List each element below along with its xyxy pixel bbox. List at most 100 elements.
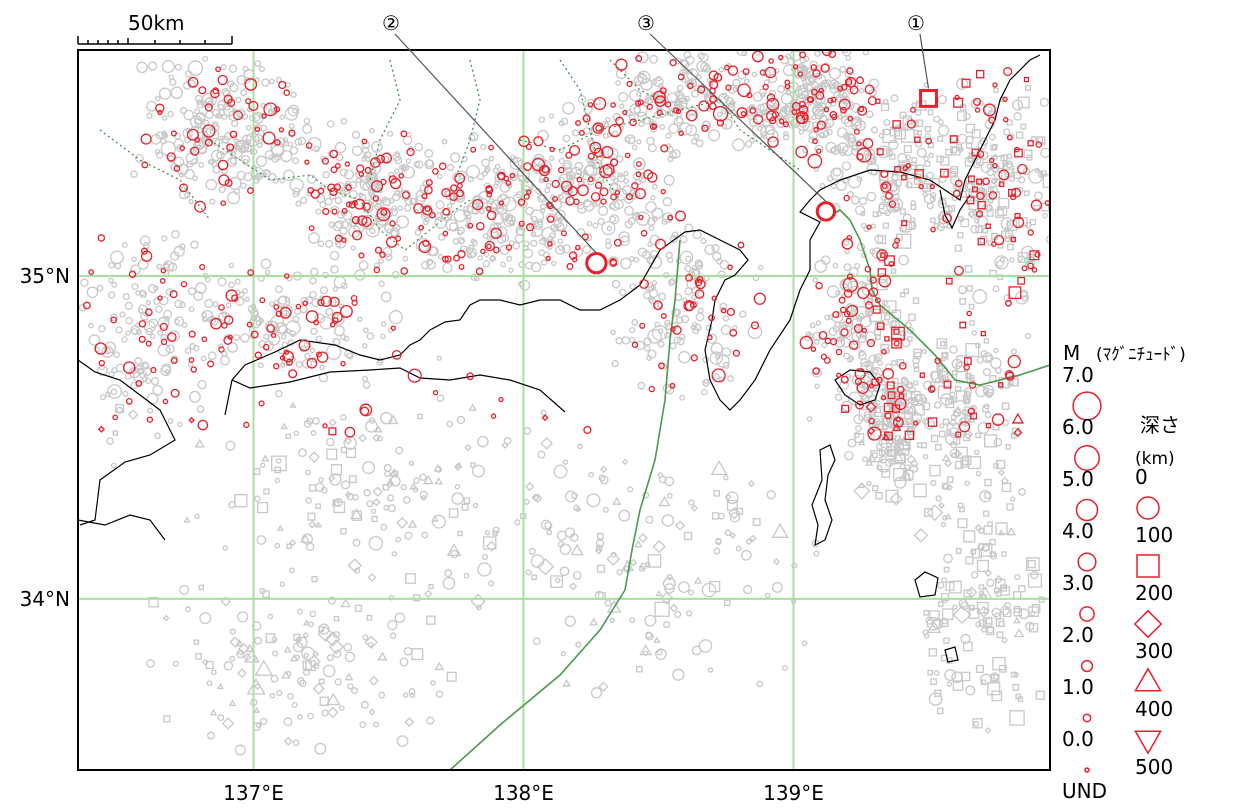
recent-event xyxy=(160,338,168,346)
background-event xyxy=(149,333,156,339)
background-event xyxy=(950,441,958,449)
background-event xyxy=(722,315,730,322)
background-event xyxy=(615,80,622,86)
background-event xyxy=(562,134,571,143)
background-event xyxy=(139,235,151,247)
background-event xyxy=(1013,627,1025,638)
highlighted-event-2 xyxy=(815,201,837,222)
background-event xyxy=(367,573,377,582)
background-event xyxy=(1000,476,1009,486)
recent-event xyxy=(231,294,239,302)
background-event xyxy=(557,245,564,251)
recent-event xyxy=(906,119,917,129)
background-event xyxy=(724,529,732,537)
background-event xyxy=(284,107,299,121)
background-event xyxy=(629,617,636,624)
background-event xyxy=(280,362,286,368)
background-event xyxy=(339,705,345,711)
background-event xyxy=(896,233,912,249)
background-event xyxy=(913,348,922,358)
background-event xyxy=(648,255,663,270)
background-event xyxy=(942,418,950,425)
background-event xyxy=(964,157,974,167)
background-event xyxy=(305,497,312,504)
background-event xyxy=(988,133,996,141)
background-event xyxy=(987,682,1001,696)
background-event xyxy=(434,661,445,671)
background-event xyxy=(239,182,247,190)
background-event xyxy=(731,138,745,152)
recent-event xyxy=(943,380,952,389)
recent-event xyxy=(274,139,281,146)
background-event xyxy=(1027,559,1036,569)
background-event xyxy=(645,201,657,213)
background-event xyxy=(229,655,236,662)
background-event xyxy=(190,240,199,249)
background-event xyxy=(1014,574,1021,581)
background-event xyxy=(445,218,458,232)
background-event xyxy=(899,292,906,298)
background-event xyxy=(569,533,579,542)
background-event xyxy=(959,298,967,305)
background-event xyxy=(719,259,730,270)
recent-event xyxy=(954,265,964,276)
background-event xyxy=(575,641,582,648)
background-event xyxy=(815,320,822,326)
background-event xyxy=(368,675,379,686)
background-event xyxy=(571,129,580,137)
background-event xyxy=(847,133,856,142)
background-event xyxy=(667,279,675,286)
background-event xyxy=(361,375,369,382)
background-event xyxy=(501,196,517,212)
background-event xyxy=(713,490,721,497)
background-event xyxy=(910,460,918,468)
background-event xyxy=(292,739,300,747)
background-event xyxy=(148,596,159,608)
background-event xyxy=(483,251,490,258)
background-event xyxy=(715,537,722,545)
background-event xyxy=(207,316,213,322)
recent-event xyxy=(980,330,987,337)
background-event xyxy=(315,335,323,343)
recent-event xyxy=(484,240,495,252)
recent-event xyxy=(283,273,290,279)
background-event xyxy=(88,334,101,346)
background-event xyxy=(240,89,248,96)
background-event xyxy=(841,50,852,57)
background-event xyxy=(857,281,867,291)
background-event xyxy=(197,379,207,390)
recent-event xyxy=(818,330,828,340)
recent-event xyxy=(355,164,365,173)
background-event xyxy=(946,484,954,492)
background-event xyxy=(855,425,862,432)
recent-event xyxy=(887,391,896,400)
background-event xyxy=(833,82,840,88)
background-event xyxy=(910,204,917,210)
recent-event xyxy=(967,407,976,416)
recent-event xyxy=(150,366,157,374)
background-event xyxy=(231,119,239,128)
recent-event xyxy=(198,86,207,95)
background-event xyxy=(766,490,776,500)
background-event xyxy=(645,94,651,100)
recent-event xyxy=(648,385,655,393)
background-event xyxy=(488,155,495,162)
background-event xyxy=(699,53,709,63)
background-event xyxy=(826,285,840,298)
background-event xyxy=(604,599,612,607)
recent-event xyxy=(955,431,962,438)
background-event xyxy=(367,642,374,648)
background-event xyxy=(300,297,309,306)
background-event xyxy=(955,385,962,393)
background-event xyxy=(358,260,369,271)
background-event xyxy=(569,582,578,591)
background-event xyxy=(108,291,116,299)
background-event xyxy=(193,291,204,301)
recent-event xyxy=(799,335,814,350)
recent-event xyxy=(660,144,669,153)
background-event xyxy=(254,60,262,68)
background-event xyxy=(354,567,361,574)
background-event xyxy=(540,436,554,450)
background-event xyxy=(303,419,312,428)
recent-event xyxy=(1002,96,1008,102)
